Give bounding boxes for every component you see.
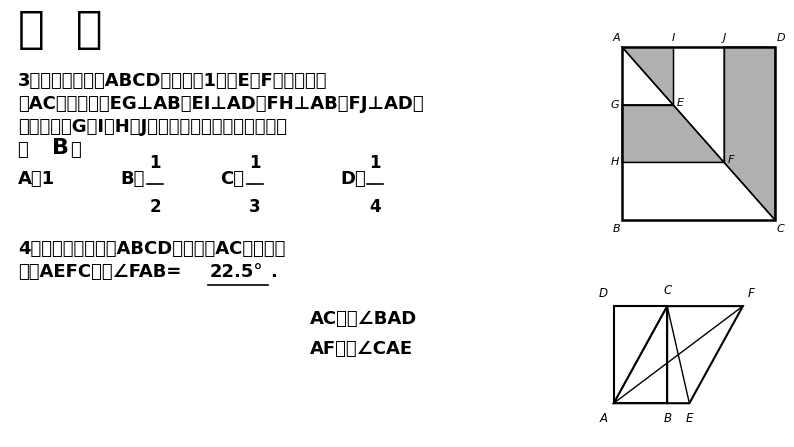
Text: I: I — [672, 33, 675, 43]
Text: E: E — [686, 412, 693, 425]
Text: D: D — [599, 287, 607, 299]
Text: 4: 4 — [369, 198, 381, 216]
Text: 2: 2 — [149, 198, 161, 216]
Polygon shape — [724, 47, 775, 220]
Text: AF平分∠CAE: AF平分∠CAE — [310, 340, 413, 358]
Text: 作  业: 作 业 — [18, 8, 102, 51]
Text: H: H — [611, 157, 619, 167]
Text: 线AC上的两点，EG⊥AB．EI⊥AD，FH⊥AB，FJ⊥AD，: 线AC上的两点，EG⊥AB．EI⊥AD，FH⊥AB，FJ⊥AD， — [18, 95, 424, 113]
Text: A．1: A．1 — [18, 170, 55, 188]
Text: 垂足分别为G，I，H，J．则图中阴影部分的面积等于: 垂足分别为G，I，H，J．则图中阴影部分的面积等于 — [18, 118, 287, 136]
Text: ）: ） — [70, 141, 81, 159]
Text: F: F — [728, 156, 734, 165]
Text: C: C — [777, 224, 784, 234]
Text: 3．如图，正方形ABCD的边长为1，点E，F分别是对角: 3．如图，正方形ABCD的边长为1，点E，F分别是对角 — [18, 72, 327, 90]
Text: A: A — [612, 33, 620, 43]
Text: 1: 1 — [149, 154, 160, 172]
Text: B．: B． — [120, 170, 145, 188]
Text: 3: 3 — [249, 198, 260, 216]
Text: 1: 1 — [369, 154, 381, 172]
Text: D．: D． — [340, 170, 366, 188]
Text: 1: 1 — [249, 154, 260, 172]
Text: C．: C． — [220, 170, 244, 188]
Text: （: （ — [18, 141, 35, 159]
Text: J: J — [723, 33, 726, 43]
Text: F: F — [748, 287, 754, 299]
Text: B: B — [52, 138, 69, 158]
Text: AC平分∠BAD: AC平分∠BAD — [310, 310, 418, 328]
Text: E: E — [677, 97, 684, 108]
Polygon shape — [622, 47, 673, 105]
Text: 菱形AEFC，则∠FAB=: 菱形AEFC，则∠FAB= — [18, 263, 181, 281]
Text: B: B — [612, 224, 620, 234]
Text: 4．如图，以正方形ABCD的对角线AC为一边作: 4．如图，以正方形ABCD的对角线AC为一边作 — [18, 240, 285, 258]
Text: C: C — [663, 284, 672, 298]
Text: G: G — [611, 100, 619, 110]
Text: .: . — [270, 263, 277, 281]
Text: B: B — [663, 412, 671, 425]
Text: A: A — [599, 412, 607, 425]
Text: 22.5°: 22.5° — [210, 263, 264, 281]
Text: D: D — [777, 33, 785, 43]
Polygon shape — [622, 105, 724, 162]
